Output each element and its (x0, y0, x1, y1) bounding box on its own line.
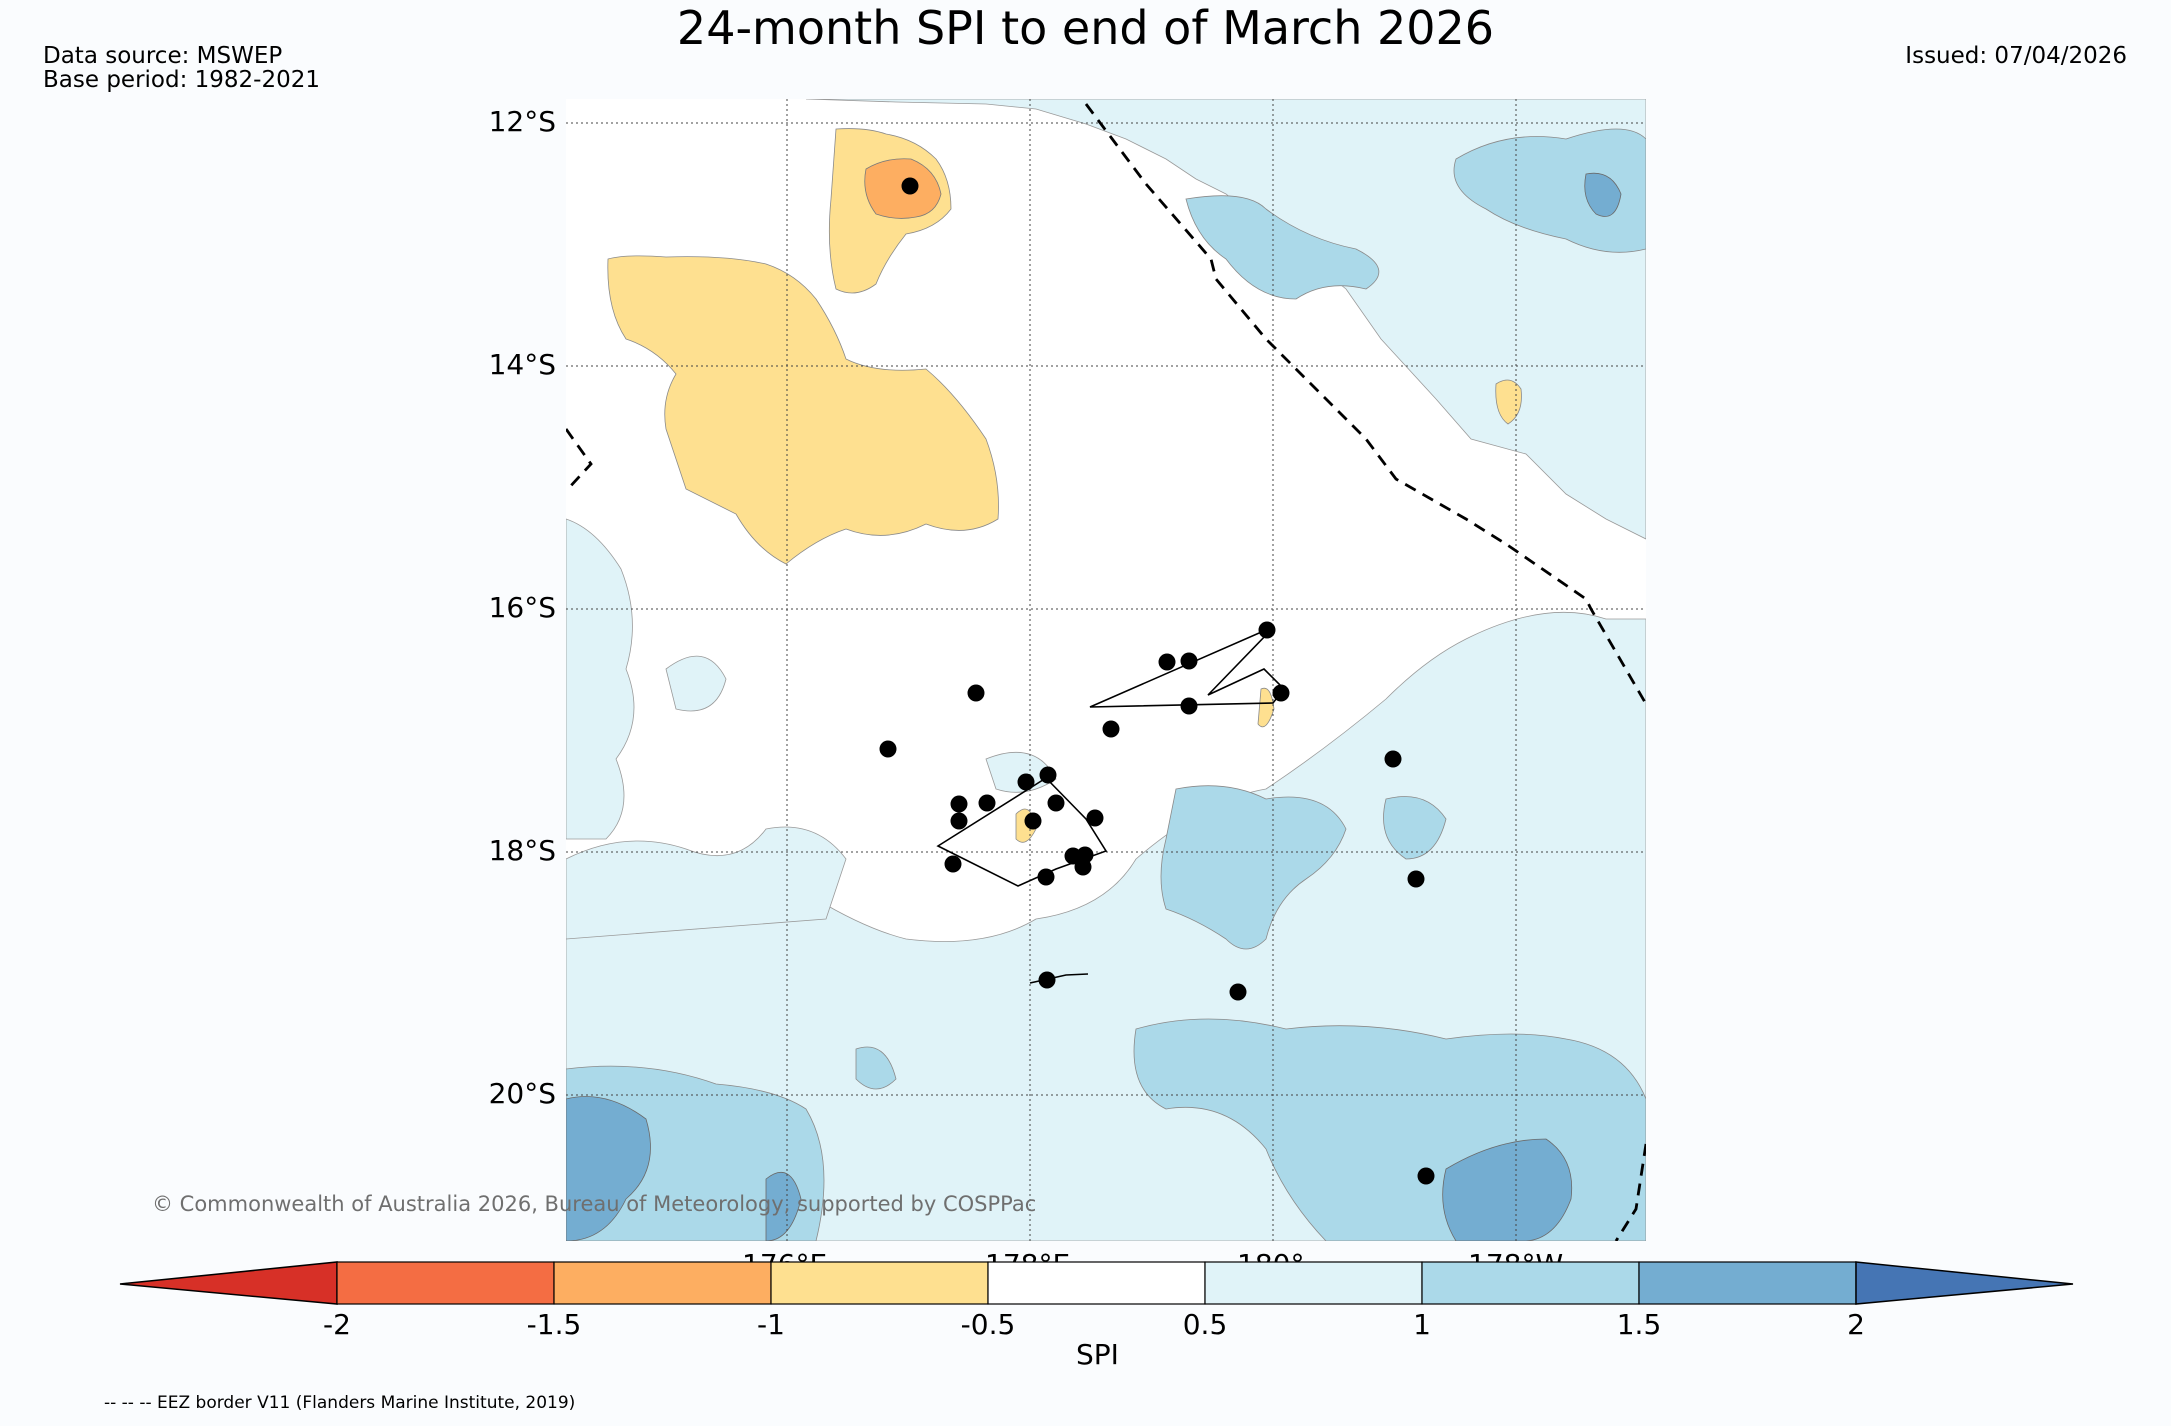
eez-note: -- -- -- EEZ border V11 (Flanders Marine… (104, 1393, 576, 1413)
issued-date: Issued: 07/04/2026 (1905, 43, 2127, 69)
colorbar-bin-near-normal (987, 1261, 1206, 1305)
station (1417, 1167, 1435, 1185)
eez-borders (566, 103, 1646, 1241)
mild-wet-west (566, 518, 635, 840)
lat-label-14S: 14°S (488, 348, 556, 381)
colorbar-bin-mild-dry (770, 1261, 989, 1305)
moderate-wet-north-1 (1185, 195, 1380, 300)
severe-wet-regions (566, 172, 1622, 1241)
colorbar-bin-severe-wet (1638, 1261, 1857, 1305)
colorbar-bin-mild-wet (1204, 1261, 1423, 1305)
station (950, 812, 968, 830)
colorbar-bin-severe-dry (336, 1261, 555, 1305)
station (1037, 868, 1055, 886)
station (901, 177, 919, 195)
eez-border-west (566, 428, 593, 492)
colorbar-tick: 2 (1847, 1308, 1865, 1341)
station (1180, 697, 1198, 715)
station (1047, 794, 1065, 812)
colorbar-extend-low (119, 1261, 338, 1305)
lat-label-12S: 12°S (488, 105, 556, 138)
copyright-notice: © Commonwealth of Australia 2026, Bureau… (152, 1192, 1037, 1216)
station (978, 794, 996, 812)
severe-wet-south-central (765, 1172, 802, 1241)
moderate-wet-south-inlet (855, 1046, 897, 1090)
station (967, 684, 985, 702)
station (1038, 971, 1056, 989)
station (1158, 653, 1176, 671)
station (1272, 684, 1290, 702)
mild-wet-islet-1 (665, 655, 727, 712)
colorbar-tick: -1.5 (526, 1308, 582, 1341)
station (1407, 870, 1425, 888)
station (1180, 652, 1198, 670)
station (1086, 809, 1104, 827)
severe-wet-southeast (1442, 1138, 1573, 1241)
eez-border-northeast (1084, 103, 1646, 705)
colorbar-tick: -0.5 (960, 1308, 1016, 1341)
moderate-wet-east-1 (1383, 796, 1447, 860)
lat-label-20S: 20°S (488, 1077, 556, 1110)
station (1024, 812, 1042, 830)
gridlines (566, 99, 1646, 1241)
island-outline-south (936, 777, 1108, 887)
station (1229, 983, 1247, 1001)
lat-label-16S: 16°S (488, 591, 556, 624)
base-period: Base period: 1982-2021 (43, 67, 321, 93)
station (879, 740, 897, 758)
colorbar-tick: 0.5 (1182, 1308, 1228, 1341)
colorbar (119, 1261, 2074, 1305)
severe-wet-north (1584, 172, 1622, 217)
eez-border-southeast (1614, 1143, 1646, 1241)
station (1074, 858, 1092, 876)
mild-dry-island-patch (1257, 687, 1275, 728)
data-source: Data source: MSWEP (43, 43, 283, 69)
station (1384, 750, 1402, 768)
moderate-wet-central (1160, 785, 1347, 950)
stations (879, 177, 1435, 1185)
station (1039, 766, 1057, 784)
mild-dry-east-patch (1495, 379, 1522, 425)
station (944, 855, 962, 873)
station (1102, 720, 1120, 738)
station (1258, 621, 1276, 639)
lat-label-18S: 18°S (488, 834, 556, 867)
mild-wet-southwest (566, 826, 847, 940)
colorbar-bin-moderate-wet (1421, 1261, 1640, 1305)
data-source-info: Data source: MSWEP Base period: 1982-202… (43, 44, 320, 92)
colorbar-title: SPI (1076, 1338, 1119, 1371)
map-title: 24-month SPI to end of March 2026 (676, 1, 1495, 55)
colorbar-tick: 1.5 (1616, 1308, 1662, 1341)
mild-dry-northwest (607, 255, 999, 565)
severe-wet-southwest (566, 1096, 651, 1241)
colorbar-extend-high (1855, 1261, 2074, 1305)
colorbar-tick: -1 (757, 1308, 785, 1341)
colorbar-tick: -2 (323, 1308, 351, 1341)
station (1017, 773, 1035, 791)
colorbar-bin-moderate-dry (553, 1261, 772, 1305)
station (950, 795, 968, 813)
moderate-wet-northeast (1453, 128, 1646, 253)
spi-map (566, 99, 1646, 1241)
colorbar-tick: 1 (1413, 1308, 1431, 1341)
